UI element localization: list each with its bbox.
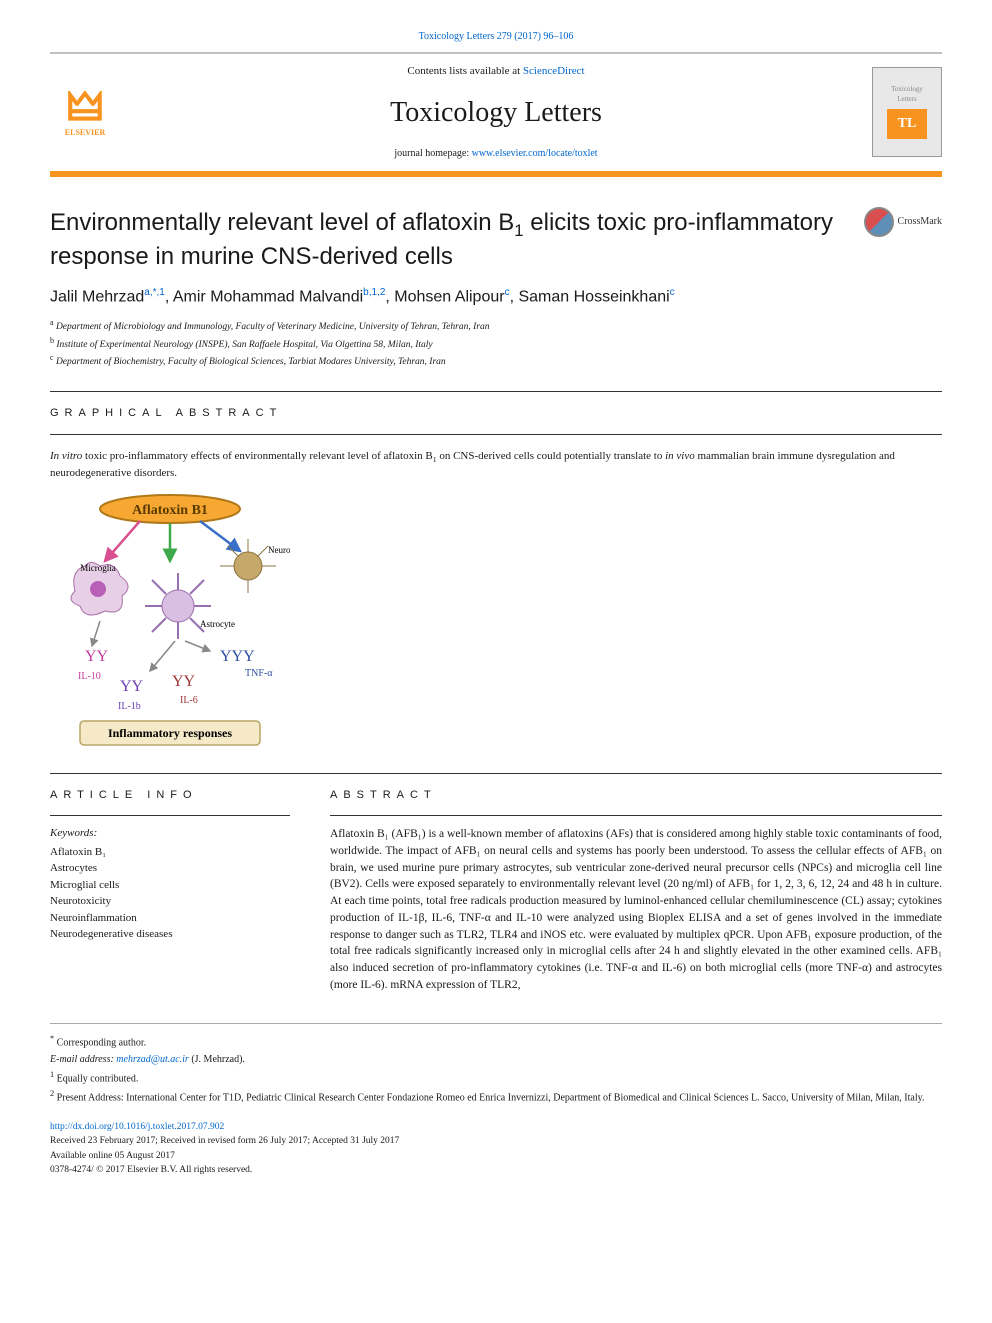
il10-label: IL-10 <box>78 671 101 682</box>
keyword: Microglial cells <box>50 877 290 894</box>
corresponding-email-link[interactable]: mehrzad@ut.ac.ir <box>116 1054 189 1065</box>
citation-link[interactable]: Toxicology Letters 279 (2017) 96–106 <box>419 31 574 42</box>
neuron-cell-icon <box>234 552 262 580</box>
author-list: Jalil Mehrzada,*,1, Amir Mohammad Malvan… <box>50 286 942 309</box>
publisher-logo: 🜲 ELSEVIER <box>50 72 120 152</box>
doi-link[interactable]: http://dx.doi.org/10.1016/j.toxlet.2017.… <box>50 1122 224 1132</box>
abstract-heading: ABSTRACT <box>330 788 942 803</box>
astrocyte-cell-icon <box>145 573 211 639</box>
author: Amir Mohammad Malvandi <box>173 289 363 306</box>
keyword: Neurodegenerative diseases <box>50 926 290 943</box>
astrocyte-label: Astrocyte <box>200 619 235 629</box>
svg-text:YY: YY <box>172 673 196 690</box>
keywords-list: Aflatoxin B₁ Astrocytes Microglial cells… <box>50 844 290 943</box>
sciencedirect-link[interactable]: ScienceDirect <box>523 65 585 77</box>
article-title: Environmentally relevant level of aflato… <box>50 207 864 273</box>
journal-cover-thumb: Toxicology Letters TL <box>872 67 942 157</box>
graphical-abstract-figure: Aflatoxin B1 Microglia Neuron <box>50 491 290 751</box>
abstract-text: Aflatoxin B₁ (AFB₁) is a well-known memb… <box>330 826 942 993</box>
svg-text:YYY: YYY <box>220 648 255 665</box>
microglia-label: Microglia <box>80 563 116 573</box>
keyword: Neurotoxicity <box>50 893 290 910</box>
il1b-label: IL-1b <box>118 701 141 712</box>
graphical-abstract-caption: In vitro toxic pro-inflammatory effects … <box>50 449 942 481</box>
affiliations: a Department of Microbiology and Immunol… <box>50 317 942 369</box>
journal-name: Toxicology Letters <box>120 93 872 132</box>
crossmark-badge[interactable]: CrossMark <box>864 207 942 237</box>
divider <box>50 391 942 392</box>
author: Saman Hosseinkhani <box>518 289 669 306</box>
author: Mohsen Alipour <box>394 289 504 306</box>
tnfa-marker-icon: YYY <box>220 648 255 665</box>
available-online: Available online 05 August 2017 <box>50 1149 942 1163</box>
divider <box>330 815 942 816</box>
journal-homepage-link[interactable]: www.elsevier.com/locate/toxlet <box>472 148 598 159</box>
journal-header-bar: 🜲 ELSEVIER Contents lists available at S… <box>50 52 942 177</box>
inflammatory-label: Inflammatory responses <box>108 726 232 740</box>
il6-marker-icon: YY <box>172 673 196 690</box>
svg-text:YY: YY <box>120 678 144 695</box>
citation-line: Toxicology Letters 279 (2017) 96–106 <box>50 30 942 44</box>
crossmark-icon <box>864 207 894 237</box>
article-info-heading: ARTICLE INFO <box>50 788 290 803</box>
divider <box>50 434 942 435</box>
neuron-label: Neuron <box>268 545 290 555</box>
divider <box>50 773 942 774</box>
divider <box>50 815 290 816</box>
doi-block: http://dx.doi.org/10.1016/j.toxlet.2017.… <box>50 1120 942 1177</box>
keyword: Aflatoxin B₁ <box>50 844 290 861</box>
keyword: Astrocytes <box>50 860 290 877</box>
journal-homepage-line: journal homepage: www.elsevier.com/locat… <box>120 147 872 161</box>
keywords-label: Keywords: <box>50 826 290 841</box>
publisher-name: ELSEVIER <box>65 127 105 138</box>
afb1-label: Aflatoxin B1 <box>132 503 208 518</box>
received-dates: Received 23 February 2017; Received in r… <box>50 1134 942 1148</box>
keyword: Neuroinflammation <box>50 910 290 927</box>
il10-marker-icon: YY <box>85 648 109 665</box>
elsevier-tree-icon: 🜲 <box>67 87 103 127</box>
il6-label: IL-6 <box>180 695 198 706</box>
journal-cover-badge: TL <box>887 109 927 139</box>
graphical-abstract-heading: GRAPHICAL ABSTRACT <box>50 406 942 421</box>
svg-text:YY: YY <box>85 648 109 665</box>
contents-available-line: Contents lists available at ScienceDirec… <box>120 64 872 79</box>
il1b-marker-icon: YY <box>120 678 144 695</box>
tnfa-label: TNF-α <box>245 668 273 679</box>
footnotes: * Corresponding author. E-mail address: … <box>50 1023 942 1106</box>
author: Jalil Mehrzad <box>50 289 144 306</box>
copyright-line: 0378-4274/ © 2017 Elsevier B.V. All righ… <box>50 1163 942 1177</box>
